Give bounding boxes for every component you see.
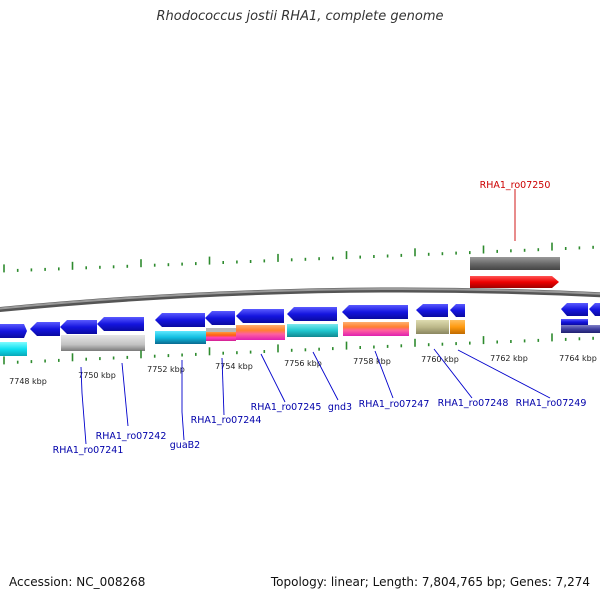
scale-label: 7758 kbp [353, 357, 391, 366]
feature-bar[interactable] [0, 342, 27, 356]
feature-bar-stripe [206, 328, 236, 332]
scale-label: 7750 kbp [78, 371, 116, 380]
feature-bar[interactable] [287, 324, 338, 337]
leader-line [181, 360, 185, 441]
scale-label: 7754 kbp [215, 362, 253, 371]
gene-label-rha1-ro07244[interactable]: RHA1_ro07244 [191, 415, 262, 426]
gene-label-rha1-ro07241[interactable]: RHA1_ro07241 [53, 445, 124, 456]
page-title: Rhodococcus jostii RHA1, complete genome [156, 9, 444, 24]
leader-line [457, 349, 551, 399]
gene-label-rha1-ro07245[interactable]: RHA1_ro07245 [251, 402, 322, 413]
gene-ro07250-product-bar [470, 257, 560, 270]
leader-line [312, 351, 339, 401]
gene-track-forward [0, 303, 600, 338]
feature-bar[interactable] [561, 325, 600, 333]
leader-line [374, 350, 394, 399]
gene-arrow[interactable] [342, 305, 408, 319]
footer-topology: Topology: linear; Length: 7,804,765 bp; … [270, 575, 590, 589]
scale-label: 7760 kbp [421, 355, 459, 364]
gene-labels: RHA1_ro07241 RHA1_ro07242 guaB2 RHA1_ro0… [53, 180, 587, 456]
feature-bar[interactable] [450, 320, 465, 334]
gene-label-rha1-ro07242[interactable]: RHA1_ro07242 [96, 431, 167, 442]
gene-rha1-ro07250[interactable] [470, 257, 560, 288]
gene-ro07250-arrow [470, 276, 559, 288]
gene-arrow[interactable] [287, 307, 337, 321]
feature-bar[interactable] [236, 325, 285, 340]
scale-label: 7762 kbp [490, 354, 528, 363]
gene-label-rha1-ro07249[interactable]: RHA1_ro07249 [516, 398, 587, 409]
gene-arrow[interactable] [30, 322, 60, 336]
feature-bar[interactable] [155, 331, 206, 344]
feature-bar[interactable] [61, 335, 145, 351]
leader-line [80, 366, 87, 445]
gene-arrow[interactable] [60, 320, 97, 334]
gene-feature-bars [0, 319, 600, 356]
gene-arrow[interactable] [0, 324, 27, 338]
scale-labels: 7748 kbp 7750 kbp 7752 kbp 7754 kbp 7756… [9, 354, 597, 386]
gene-arrow[interactable] [589, 303, 600, 316]
gene-arrow[interactable] [450, 304, 465, 317]
gene-label-rha1-ro07247[interactable]: RHA1_ro07247 [359, 399, 430, 410]
gene-label-rha1-ro07250[interactable]: RHA1_ro07250 [480, 180, 551, 191]
footer-accession: Accession: NC_008268 [9, 575, 146, 589]
gene-arrow[interactable] [416, 304, 448, 317]
gene-label-guab2[interactable]: guaB2 [170, 440, 200, 451]
ticks-upper [3, 242, 594, 273]
feature-bar[interactable] [561, 319, 588, 325]
scale-label: 7748 kbp [9, 377, 47, 386]
gene-leader-lines [80, 189, 551, 445]
scale-label: 7752 kbp [147, 365, 185, 374]
leader-line [121, 362, 129, 427]
gene-label-rha1-ro07248[interactable]: RHA1_ro07248 [438, 398, 509, 409]
scale-label: 7756 kbp [284, 359, 322, 368]
feature-bar[interactable] [416, 320, 449, 334]
gene-arrow[interactable] [155, 313, 205, 327]
leader-line [260, 353, 286, 403]
gene-arrow[interactable] [236, 309, 284, 323]
gene-label-gnd3[interactable]: gnd3 [328, 402, 352, 413]
leader-line [221, 357, 225, 416]
gene-arrow[interactable] [97, 317, 144, 331]
feature-bar[interactable] [343, 322, 409, 336]
genome-backbone-shadow [0, 287, 600, 313]
scale-label: 7764 kbp [559, 354, 597, 363]
ticks-lower [3, 333, 594, 365]
leader-line [433, 348, 473, 399]
genome-backbone [0, 288, 600, 310]
gene-arrow[interactable] [205, 311, 235, 325]
gene-arrow[interactable] [561, 303, 588, 316]
